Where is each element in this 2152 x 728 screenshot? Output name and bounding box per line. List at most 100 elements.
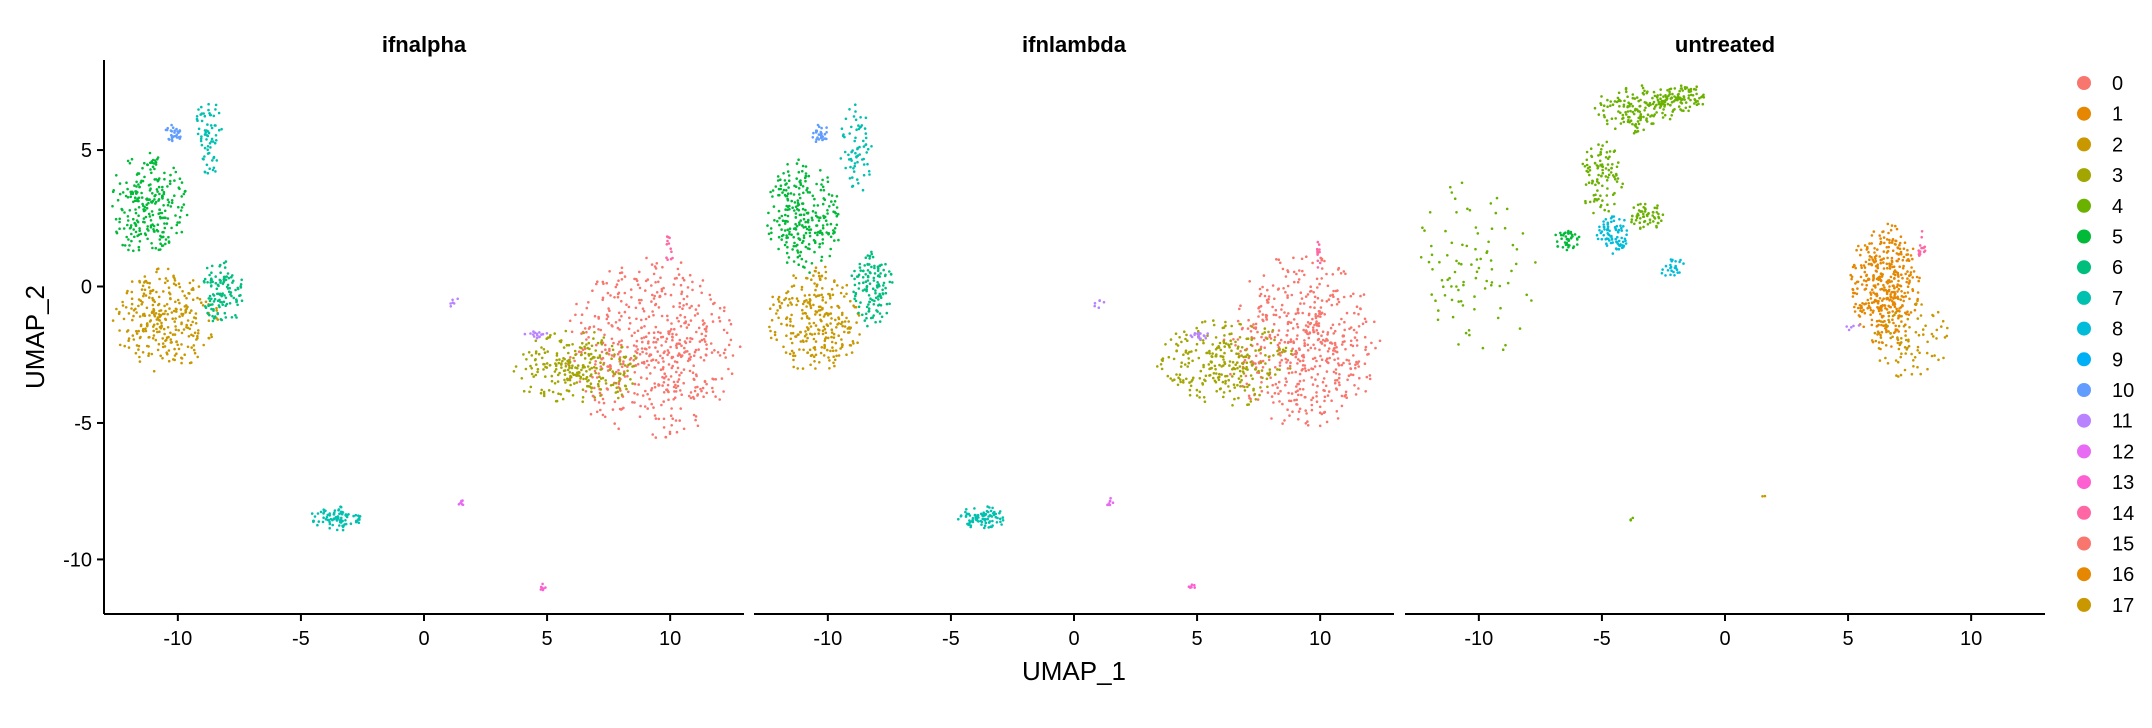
data-point bbox=[1879, 336, 1883, 339]
data-point bbox=[803, 294, 807, 297]
data-point bbox=[859, 116, 862, 119]
data-point bbox=[128, 209, 132, 212]
data-point bbox=[614, 285, 618, 289]
data-point bbox=[815, 129, 819, 133]
data-point bbox=[212, 166, 216, 170]
data-point bbox=[604, 379, 607, 382]
data-point bbox=[235, 316, 238, 319]
data-point bbox=[1625, 113, 1628, 116]
data-point bbox=[1563, 241, 1567, 244]
legend-item: 14 bbox=[2077, 503, 2134, 525]
data-point bbox=[807, 243, 811, 246]
data-point bbox=[1614, 127, 1617, 130]
data-point bbox=[589, 357, 593, 361]
data-point bbox=[142, 292, 146, 296]
data-point bbox=[598, 354, 602, 357]
data-point bbox=[843, 295, 846, 298]
data-point bbox=[138, 281, 142, 284]
data-point bbox=[328, 522, 332, 526]
data-point bbox=[1264, 354, 1267, 357]
data-point bbox=[864, 273, 867, 276]
data-point bbox=[1206, 334, 1209, 338]
data-point bbox=[818, 313, 822, 317]
data-point bbox=[709, 298, 712, 301]
data-point bbox=[1926, 340, 1929, 344]
data-point bbox=[1606, 225, 1610, 229]
data-point bbox=[559, 393, 563, 396]
data-point bbox=[203, 277, 207, 281]
data-point bbox=[1671, 110, 1674, 113]
data-point bbox=[581, 364, 585, 367]
data-point bbox=[166, 312, 169, 316]
data-point bbox=[1333, 329, 1337, 333]
data-point bbox=[1916, 365, 1919, 369]
data-point bbox=[1570, 233, 1574, 237]
legend-label: 3 bbox=[2112, 165, 2123, 187]
data-point bbox=[1556, 245, 1560, 248]
data-point bbox=[1323, 259, 1326, 263]
data-point bbox=[878, 284, 881, 288]
data-point bbox=[1659, 88, 1662, 91]
data-point bbox=[840, 345, 844, 349]
data-point bbox=[135, 329, 138, 333]
data-point bbox=[1910, 266, 1913, 269]
data-point bbox=[666, 383, 670, 387]
data-point bbox=[229, 293, 232, 296]
data-point bbox=[1450, 241, 1454, 245]
data-point bbox=[656, 350, 659, 353]
data-point bbox=[777, 235, 781, 239]
data-point bbox=[668, 432, 672, 436]
data-point bbox=[1111, 501, 1115, 505]
data-point bbox=[238, 294, 241, 298]
data-point bbox=[1355, 331, 1358, 334]
data-point bbox=[872, 303, 876, 306]
data-point bbox=[1242, 372, 1246, 375]
data-point bbox=[677, 378, 681, 381]
data-point bbox=[1334, 368, 1338, 371]
data-point bbox=[1624, 242, 1628, 245]
data-point bbox=[824, 331, 828, 335]
data-point bbox=[1266, 372, 1269, 375]
data-point bbox=[872, 279, 876, 282]
data-point bbox=[781, 219, 785, 222]
data-point bbox=[852, 115, 856, 118]
data-point bbox=[673, 390, 676, 393]
data-point bbox=[814, 241, 817, 245]
data-point bbox=[1880, 330, 1884, 334]
data-point bbox=[653, 382, 656, 385]
data-point bbox=[124, 194, 128, 198]
data-point bbox=[223, 266, 227, 269]
data-point bbox=[130, 280, 134, 283]
data-point bbox=[1298, 379, 1302, 383]
data-point bbox=[691, 280, 694, 284]
data-point bbox=[1252, 323, 1255, 326]
data-point bbox=[738, 345, 742, 349]
data-point bbox=[169, 173, 172, 177]
data-point bbox=[163, 171, 166, 175]
data-point bbox=[609, 294, 612, 297]
data-point bbox=[551, 390, 555, 394]
data-point bbox=[1319, 340, 1322, 344]
data-point bbox=[183, 294, 186, 298]
data-point bbox=[1265, 318, 1269, 321]
data-point bbox=[1880, 287, 1884, 291]
data-point bbox=[671, 332, 674, 336]
data-point bbox=[137, 248, 141, 252]
data-point bbox=[210, 335, 213, 339]
data-point bbox=[1594, 197, 1597, 201]
data-point bbox=[999, 520, 1002, 524]
data-point bbox=[782, 345, 785, 349]
data-point bbox=[337, 517, 340, 520]
data-point bbox=[1306, 420, 1309, 423]
data-point bbox=[1215, 389, 1218, 393]
data-point bbox=[1656, 204, 1659, 207]
data-point bbox=[806, 212, 810, 215]
y-axis-title: UMAP_2 bbox=[20, 285, 50, 389]
data-point bbox=[1889, 295, 1892, 298]
data-point bbox=[1323, 395, 1327, 399]
data-point bbox=[778, 223, 781, 227]
data-point bbox=[1214, 367, 1217, 371]
data-point bbox=[718, 306, 722, 310]
data-point bbox=[724, 356, 727, 359]
data-point bbox=[610, 344, 614, 348]
